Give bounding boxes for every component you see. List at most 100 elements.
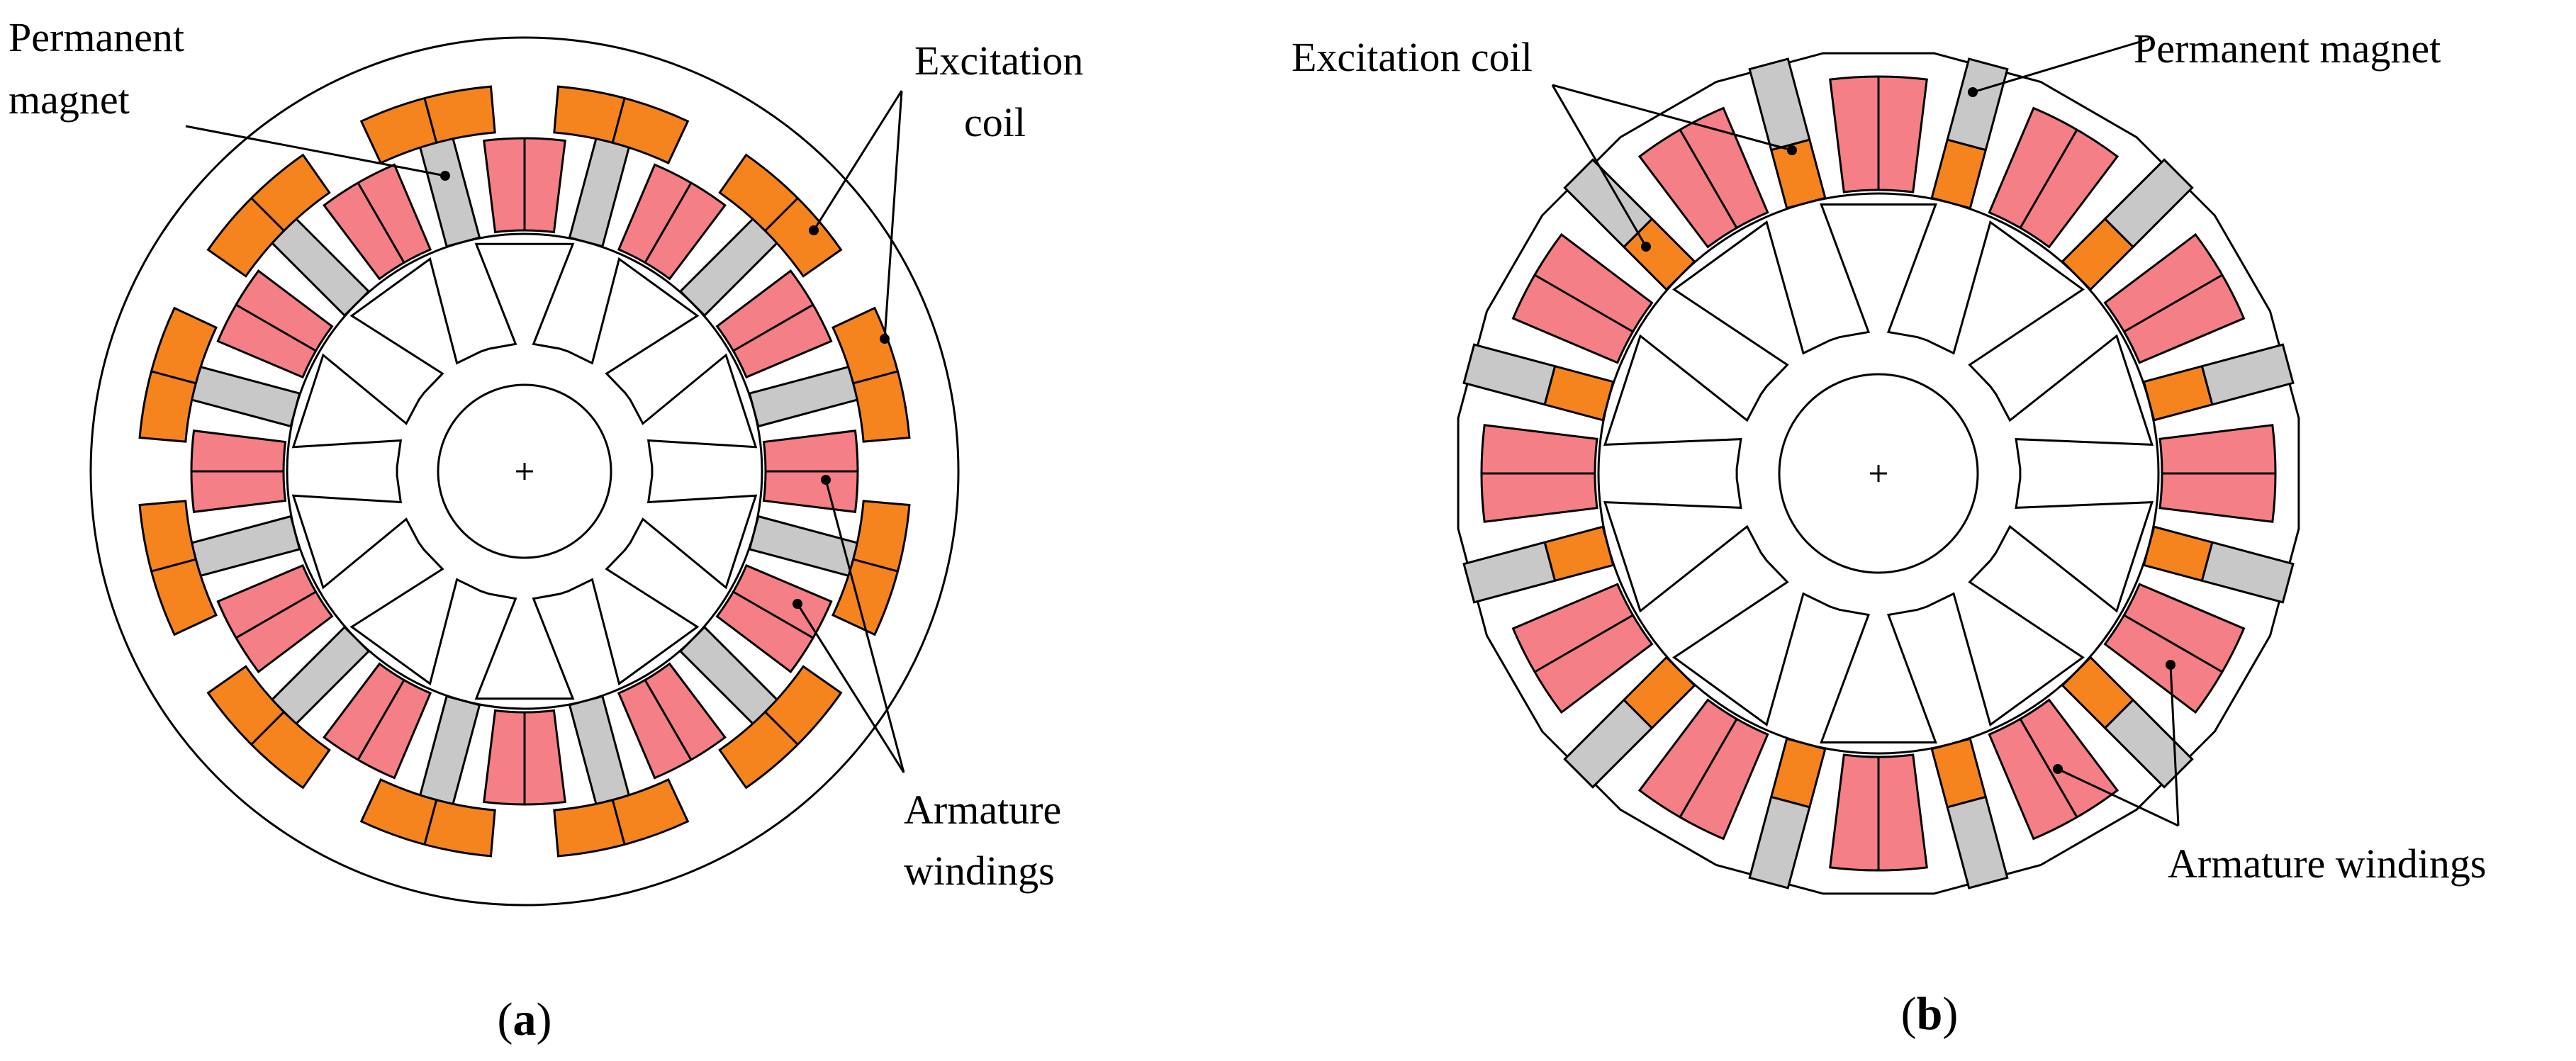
figure-a-excitation-coil: [553, 778, 690, 858]
leader-dot-b-armature-2: [2053, 764, 2063, 774]
figure-b-permanent-magnet: [2200, 541, 2295, 604]
figure-b-armature-winding: [1637, 106, 1769, 249]
figure-a-winding-split: [357, 182, 405, 264]
figure-a-center-mark: [516, 463, 533, 480]
figure-b-permanent-magnet: [1563, 158, 1654, 249]
figure-b-permanent-magnet: [1462, 343, 1557, 406]
leader-a-permanent-magnet: [185, 125, 446, 177]
leader-dot-b-excitation-2: [1787, 145, 1797, 155]
figure-a-armature-winding: [323, 662, 432, 780]
figure-a-winding-split: [235, 590, 317, 639]
figure-b-leaders: [1551, 38, 2180, 827]
leader-dot-b-permanent-magnet: [1968, 87, 1978, 97]
figure-a-winding-split: [644, 182, 693, 264]
leader-a-armature-1: [824, 479, 905, 773]
figure-a-excitation-coil: [359, 778, 496, 858]
figure-b-permanent-magnet: [1748, 795, 1811, 889]
figure-b-winding-split: [2019, 718, 2078, 818]
figure-b-center-mark: [1870, 465, 1887, 482]
figure-b-armature-winding: [1988, 106, 2119, 249]
caption-b: (b): [1901, 988, 1959, 1040]
label-b-permanent-magnet: Permanent magnet: [2134, 26, 2441, 72]
figure-a-armature-winding: [216, 269, 334, 379]
figure-a-armature-winding: [617, 662, 727, 780]
figure-a-winding-split: [732, 590, 814, 639]
figure-b-armature-winding: [2103, 583, 2246, 714]
figure-b-armature-winding: [1637, 698, 1769, 841]
label-b-armature-windings: Armature windings: [2168, 841, 2486, 887]
leader-a-armature-2: [796, 603, 905, 773]
label-a-armature-windings-line1: Armature: [904, 787, 1061, 833]
figure-b-armature-winding: [1511, 583, 1654, 714]
figure-b-armature-winding: [1511, 232, 1654, 364]
caption-b-close: ): [1942, 988, 1958, 1040]
figure-b-permanent-magnet: [1748, 57, 1811, 152]
figure-a-coil-split: [853, 370, 898, 385]
caption-a-open: (: [498, 994, 513, 1045]
figure-a-coil-split: [853, 558, 898, 573]
figure-a-winding-split: [235, 303, 317, 352]
leader-dot-a-armature-2: [793, 599, 802, 609]
figure-a-machine: [89, 36, 960, 906]
figure-b-winding-split: [2123, 614, 2223, 673]
figure-a-armature-winding: [715, 269, 833, 379]
figure-a-coil-split: [611, 98, 626, 143]
figure-a-armature-winding: [216, 563, 334, 673]
figure-a-winding-split: [732, 303, 814, 352]
figure-a-armature-winding: [715, 563, 833, 673]
figure-a-coil-split: [250, 197, 285, 232]
figure-a-coil-split: [423, 799, 438, 845]
figure-a-armature-winding: [617, 163, 727, 281]
figure-a-coil-split: [611, 799, 626, 845]
leader-b-permanent-magnet: [1972, 38, 2150, 94]
figure-b-permanent-magnet: [1462, 541, 1557, 604]
leader-dot-a-permanent-magnet: [440, 171, 450, 181]
figure-b-winding-split: [2019, 129, 2078, 229]
figure-a-excitation-coil: [138, 500, 218, 636]
figure-b-permanent-magnet: [1946, 57, 2009, 152]
figure-a-coil-split: [764, 197, 799, 232]
label-a-permanent-magnet-line2: magnet: [9, 77, 130, 123]
figure-a-armature-winding: [323, 163, 432, 281]
leader-b-armature-1: [2169, 664, 2180, 826]
figure-a-coil-split: [151, 558, 196, 573]
figure-b-permanent-magnet: [1946, 795, 2009, 889]
figure-b-permanent-magnet: [1563, 698, 1654, 789]
label-a-excitation-coil-line1: Excitation: [914, 38, 1083, 84]
figure-b-permanent-magnet: [2200, 343, 2295, 406]
leader-dot-b-armature-1: [2166, 660, 2175, 670]
figure-b-permanent-magnet: [2103, 158, 2194, 249]
figure-b-winding-split: [1679, 718, 1738, 818]
figure-b-winding-split: [2123, 274, 2223, 333]
caption-a-close: ): [537, 994, 552, 1045]
caption-b-letter: b: [1917, 988, 1943, 1040]
caption-b-open: (: [1901, 988, 1917, 1040]
figure-a-excitation-coil: [831, 500, 911, 636]
figure-a-coil-split: [250, 711, 285, 746]
label-a-permanent-magnet-line1: Permanent: [9, 14, 184, 60]
leader-dot-b-excitation-1: [1641, 242, 1651, 252]
leader-b-excitation-1: [1551, 84, 1647, 247]
label-b-excitation-coil: Excitation coil: [1292, 34, 1533, 80]
leader-b-armature-2: [2057, 768, 2179, 827]
figure-b-winding-split: [1534, 614, 1634, 673]
caption-a: (a): [498, 994, 552, 1045]
caption-a-letter: a: [513, 994, 537, 1045]
leader-a-excitation-2: [883, 90, 903, 339]
figure-b-permanent-magnet: [2103, 698, 2194, 789]
leader-dot-a-excitation-1: [809, 225, 819, 235]
figure-a-leaders: [185, 90, 905, 773]
figure-b-winding-split: [1679, 129, 1738, 229]
figure-b-machine: [1457, 52, 2300, 895]
leader-a-excitation-1: [812, 90, 903, 231]
figure-b-winding-split: [1534, 274, 1634, 333]
figure-a-winding-split: [644, 679, 693, 760]
figure-a-excitation-coil: [359, 85, 496, 164]
label-a-armature-windings-line2: windings: [904, 848, 1055, 894]
figure-a-excitation-coil: [138, 306, 218, 443]
leader-b-excitation-2: [1552, 84, 1793, 152]
figure-b-armature-winding: [2103, 232, 2246, 364]
figure-a-coil-split: [423, 98, 438, 143]
label-a-excitation-coil-line2: coil: [964, 99, 1026, 145]
